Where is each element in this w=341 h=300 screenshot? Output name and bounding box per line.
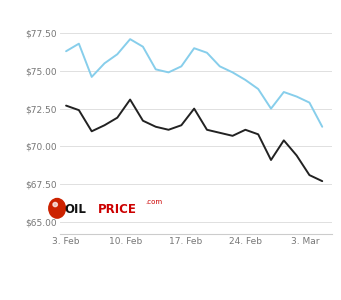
Circle shape (49, 199, 65, 218)
Text: OIL: OIL (65, 202, 87, 216)
Text: .com: .com (146, 199, 163, 205)
Text: PRICE: PRICE (98, 202, 137, 216)
Ellipse shape (53, 202, 57, 207)
